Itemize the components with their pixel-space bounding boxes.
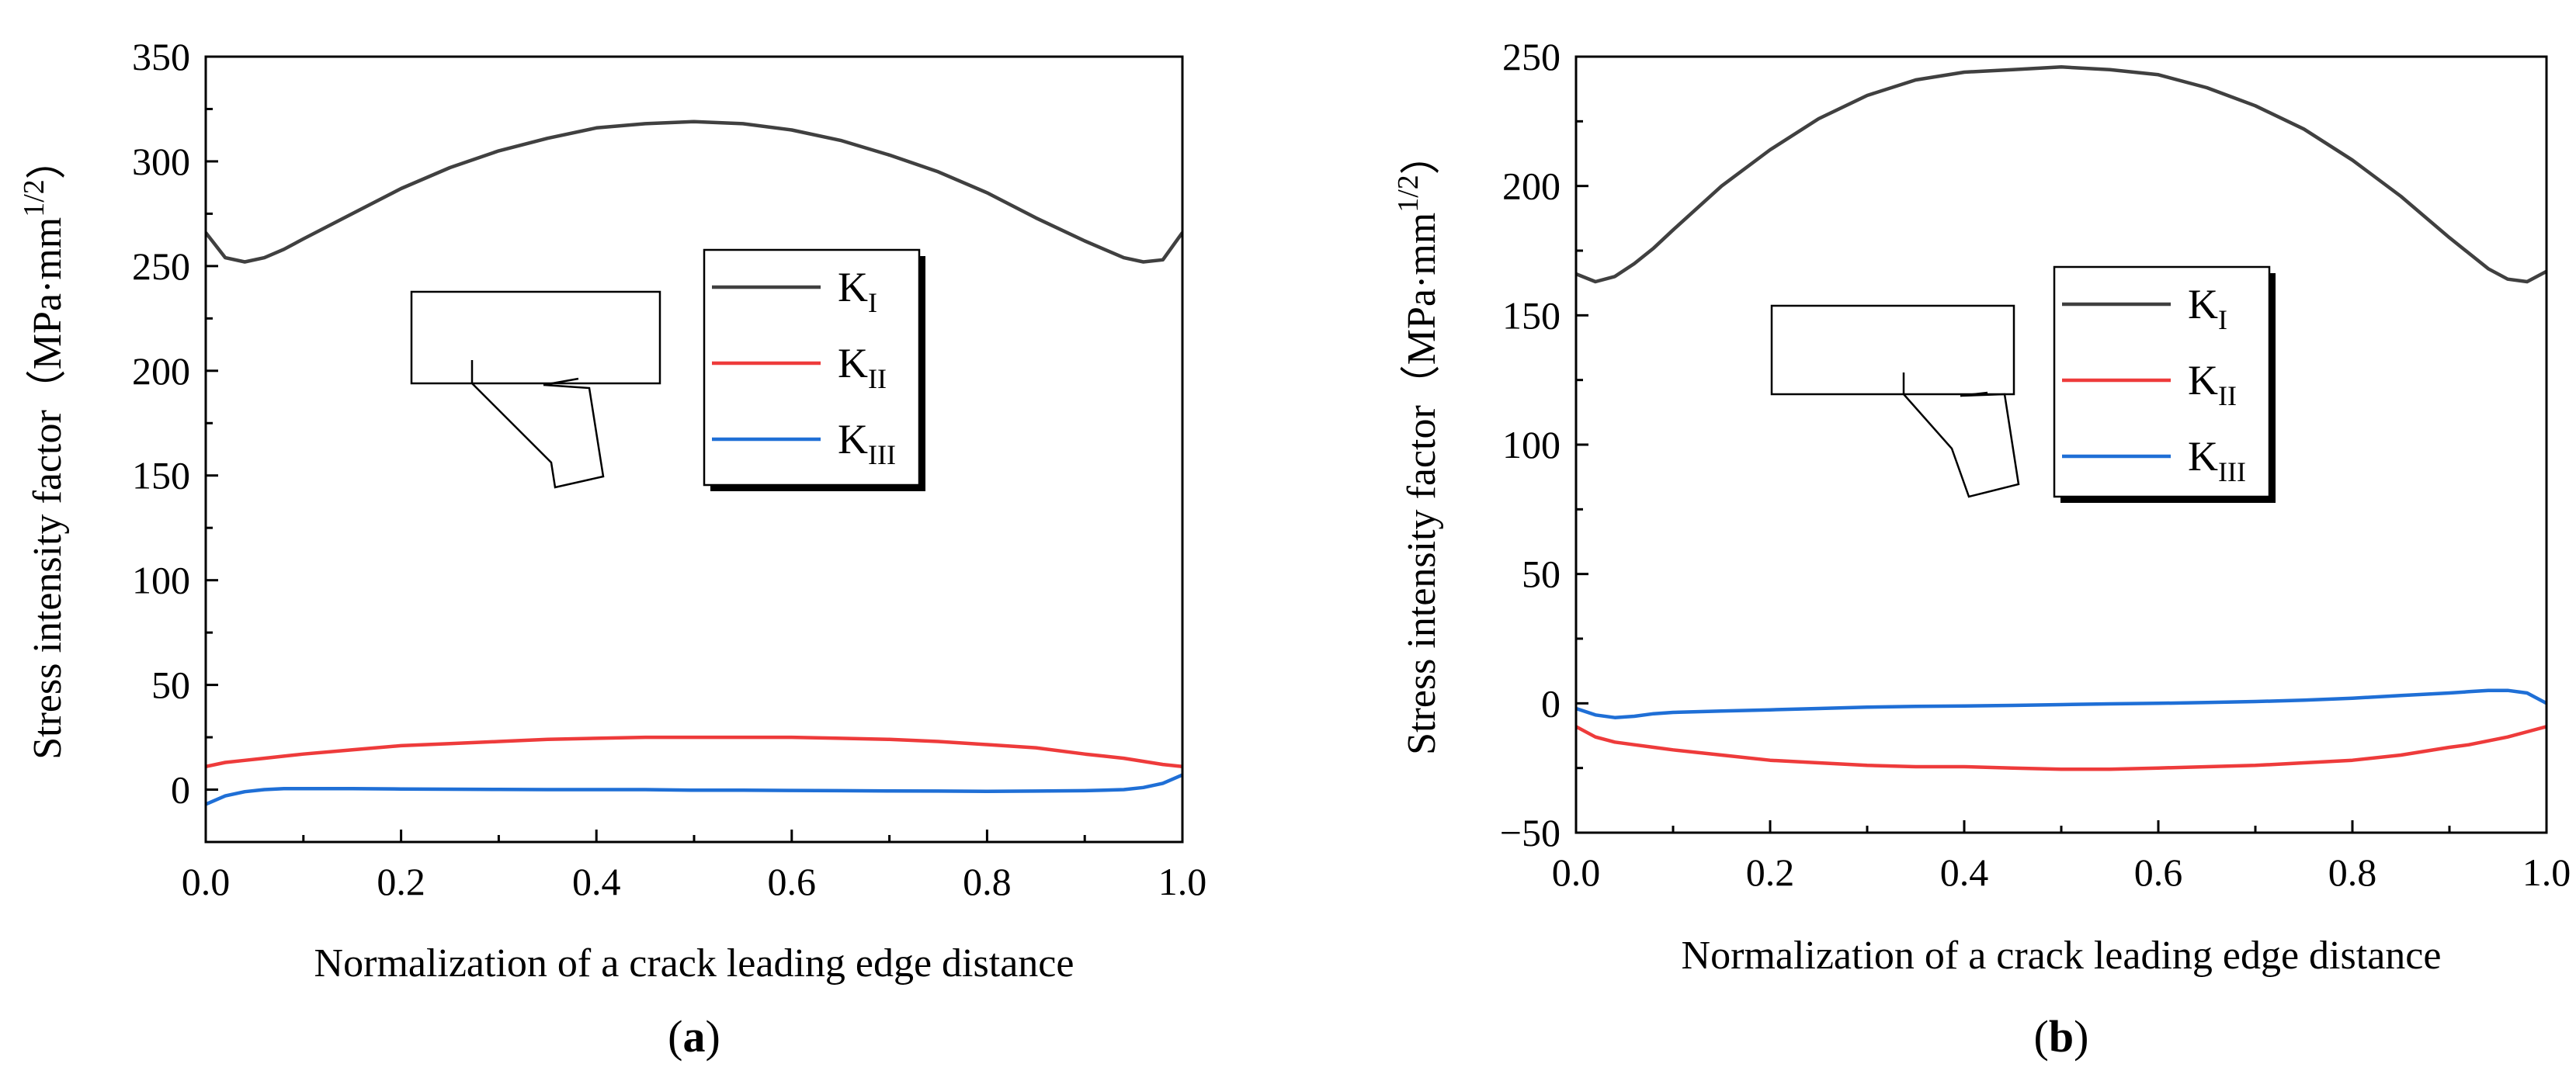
legend-label-main: K [838,416,868,463]
y-tick-label: 150 [132,454,190,497]
legend-label: KI [838,264,877,318]
x-tick-label: 0.0 [182,860,231,903]
y-tick-label: 150 [1502,293,1561,337]
legend-label: KII [2188,357,2237,411]
panel-label-letter: b [2049,1011,2074,1062]
y-axis-label-exp: 1/2 [1392,175,1425,213]
inset-plate [1770,304,2015,396]
y-tick-label: 250 [132,244,190,288]
series-line-ki [206,120,1182,264]
y-axis-label-close: ） [1400,134,1444,175]
plot-frame [204,55,1184,844]
panel-label-close: ) [2074,1011,2088,1062]
inset-plate [410,290,661,385]
inset-crack [1902,372,2020,498]
legend-label-sub: III [868,439,896,470]
x-tick-label: 1.0 [2522,851,2571,894]
legend-label-main: K [2188,281,2218,327]
y-tick-label: 250 [1502,35,1561,78]
series-line-kiii [206,773,1182,806]
inset-notch [543,377,579,386]
legend-label: KII [838,340,887,394]
legend-label-main: K [2188,433,2218,480]
y-axis-label-main: Stress intensity factor（MPa·mm [1400,213,1444,755]
y-tick-label: 100 [1502,423,1561,466]
x-tick-label: 0.8 [2328,851,2377,894]
legend-label-main: K [838,264,868,310]
y-tick-label: 350 [132,35,190,78]
panel-label: (b) [2034,1011,2089,1062]
legend-label-sub: III [2218,456,2246,487]
y-axis-label-exp: 1/2 [18,179,50,217]
x-tick-label: 0.6 [2134,851,2183,894]
crack-inset-diagram [1770,304,2020,498]
crack-inset-diagram [410,290,661,489]
chart-panel-b: −50 0 50 100 150 200 250 0.0 0.2 0.4 0.6 0.8 1.0 Norm… [1392,35,2571,1062]
inset-crack [470,360,605,489]
series-line-kii [206,735,1182,769]
series-line-kii [1576,725,2546,771]
series-line-ki [1576,65,2546,284]
panel-label-close: ) [706,1011,720,1062]
series-line-kiii [1576,688,2546,719]
x-tick-label: 0.2 [1746,851,1795,894]
x-tick-label: 0.0 [1552,851,1601,894]
x-tick-label: 1.0 [1158,860,1207,903]
x-tick-label: 0.8 [963,860,1012,903]
y-axis-label: Stress intensity factor（MPa·mm1/2） [18,139,70,760]
y-axis-label-close: ） [26,139,70,179]
legend-label-main: K [2188,357,2218,404]
legend-label: KIII [838,416,896,470]
x-tick-label: 0.6 [768,860,817,903]
y-tick-label: 300 [132,140,190,183]
legend-label-sub: I [868,287,877,318]
x-axis-label: Normalization of a crack leading edge di… [314,941,1074,986]
panel-label-letter: a [683,1011,706,1062]
inset-notch [1960,391,1988,397]
y-axis-label-main: Stress intensity factor（MPa·mm [26,217,70,760]
y-axis-label: Stress intensity factor（MPa·mm1/2） [1392,134,1444,755]
chart-panel-a: 0 50 100 150 200 250 300 350 0.0 0.2 0.4 0.6 0.8 1.0 N… [18,35,1206,1062]
legend-box [703,248,921,487]
legend-label-sub: II [2218,380,2237,411]
y-tick-label: 0 [171,768,190,812]
y-tick-label: 100 [132,559,190,602]
panel-label-open: ( [2034,1011,2049,1062]
legend-label: KIII [2188,433,2246,487]
x-tick-label: 0.4 [1940,851,1989,894]
y-tick-label: 200 [132,349,190,393]
legend-label: KI [2188,281,2227,335]
x-tick-label: 0.4 [572,860,621,903]
legend-label-main: K [838,340,868,386]
legend-label-sub: I [2218,304,2227,335]
y-tick-label: 50 [151,663,190,707]
y-tick-label: 0 [1541,681,1561,725]
y-tick-label: −50 [1500,811,1561,854]
legend-label-sub: II [868,363,887,394]
panel-label: (a) [668,1011,720,1062]
y-tick-label: 50 [1522,553,1561,596]
y-tick-label: 200 [1502,165,1561,208]
panel-label-open: ( [668,1011,682,1062]
x-axis-label: Normalization of a crack leading edge di… [1682,934,2442,978]
x-tick-label: 0.2 [377,860,425,903]
